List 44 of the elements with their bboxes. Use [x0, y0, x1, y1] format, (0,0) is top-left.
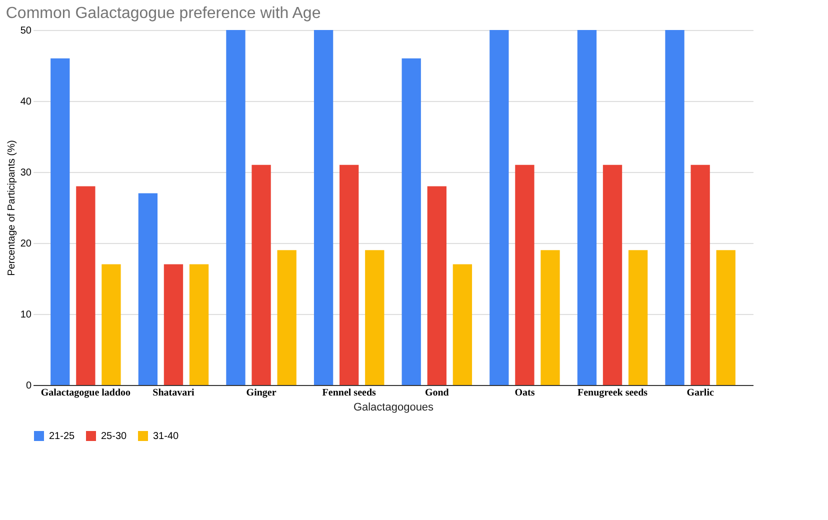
- x-tick-label: Galactagogue laddoo: [40, 388, 131, 398]
- bar: [402, 58, 421, 385]
- bar: [252, 164, 271, 385]
- x-tick-label: Oats: [514, 388, 535, 398]
- chart-title: Common Galactagogue preference with Age: [6, 5, 321, 22]
- bar: [602, 164, 622, 385]
- x-tick-label: Shatavari: [152, 388, 195, 398]
- bar: [452, 264, 472, 385]
- bar: [577, 30, 597, 385]
- bar: [340, 164, 359, 385]
- legend-label: 21-25: [49, 431, 76, 442]
- bar: [50, 58, 70, 385]
- bar: [226, 30, 246, 385]
- y-tick-label: 0: [26, 380, 32, 392]
- legend-label: 25-30: [101, 431, 128, 442]
- y-tick-label: 40: [20, 96, 32, 108]
- x-tick-label: Fennel seeds: [322, 388, 376, 398]
- bar: [76, 186, 96, 385]
- legend-label: 31-40: [153, 431, 180, 442]
- x-tick-label: Fenugreek seeds: [577, 388, 648, 398]
- bar: [716, 250, 736, 385]
- bar: [314, 30, 334, 385]
- bar: [515, 164, 534, 385]
- y-tick-label: 10: [20, 310, 32, 320]
- bar: [365, 250, 384, 385]
- y-tick-label: 50: [20, 26, 32, 36]
- x-tick-label: Garlic: [686, 388, 714, 398]
- bar: [138, 193, 158, 385]
- x-tick-label: Ginger: [246, 388, 277, 398]
- bar: [665, 30, 684, 385]
- bar: [164, 264, 184, 385]
- y-tick-label: 30: [20, 168, 32, 178]
- bar: [277, 250, 296, 385]
- bar: [540, 250, 560, 385]
- bar: [628, 250, 648, 385]
- y-tick-label: 20: [20, 238, 32, 250]
- x-axis-title: Galactagogoues: [353, 402, 434, 414]
- bar: [189, 264, 209, 385]
- bar: [690, 164, 710, 385]
- bar: [427, 186, 446, 385]
- bar: [102, 264, 121, 385]
- y-axis-title: Percentage of Participants (%): [6, 140, 18, 276]
- x-tick-label: Gond: [424, 388, 450, 398]
- bar: [490, 30, 509, 385]
